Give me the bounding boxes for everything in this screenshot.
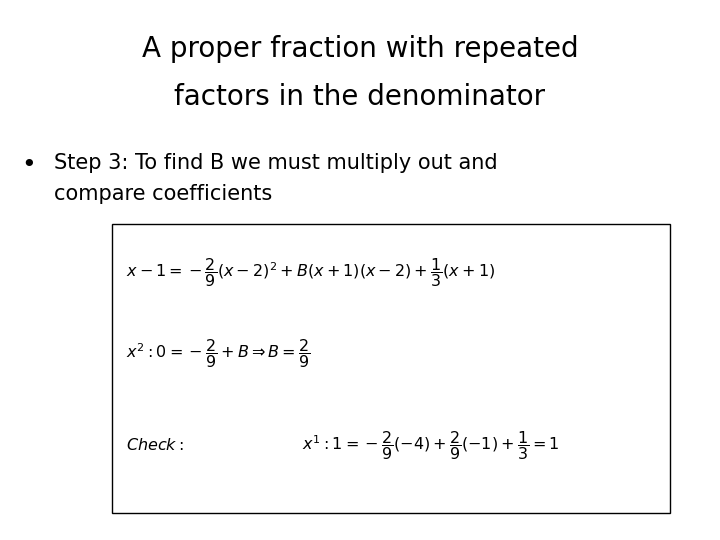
Text: compare coefficients: compare coefficients: [54, 184, 272, 204]
Text: Step 3: To find B we must multiply out and: Step 3: To find B we must multiply out a…: [54, 153, 498, 173]
Text: •: •: [22, 153, 36, 177]
Text: $x^1:1=-\dfrac{2}{9}(-4)+\dfrac{2}{9}(-1)+\dfrac{1}{3}=1$: $x^1:1=-\dfrac{2}{9}(-4)+\dfrac{2}{9}(-1…: [302, 429, 560, 462]
Text: factors in the denominator: factors in the denominator: [174, 83, 546, 111]
FancyBboxPatch shape: [112, 224, 670, 513]
Text: $x^2:0=-\dfrac{2}{9}+B\Rightarrow B=\dfrac{2}{9}$: $x^2:0=-\dfrac{2}{9}+B\Rightarrow B=\dfr…: [126, 337, 310, 370]
Text: $x-1=-\dfrac{2}{9}(x-2)^2+B(x+1)(x-2)+\dfrac{1}{3}(x+1)$: $x-1=-\dfrac{2}{9}(x-2)^2+B(x+1)(x-2)+\d…: [126, 256, 495, 289]
Text: A proper fraction with repeated: A proper fraction with repeated: [142, 35, 578, 63]
Text: $\mathit{Check}:$: $\mathit{Check}:$: [126, 437, 184, 454]
